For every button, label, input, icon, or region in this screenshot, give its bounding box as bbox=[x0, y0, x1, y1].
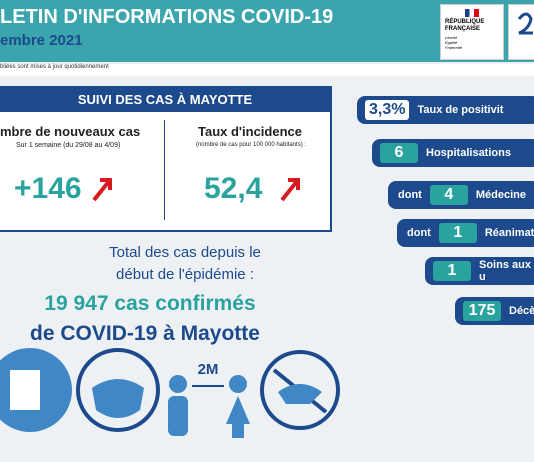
logo-motto: Liberté Égalité Fraternité bbox=[445, 35, 463, 50]
panel-title: SUIVI DES CAS À MAYOTTE bbox=[0, 88, 330, 112]
icon-distance bbox=[168, 375, 250, 438]
arrow-up bbox=[280, 178, 300, 202]
left-sub: Sur 1 semaine (du 29/08 au 4/09) bbox=[16, 142, 121, 149]
indicator-value: 3,3% bbox=[365, 100, 410, 120]
indicator: 6 Hospitalisations bbox=[372, 139, 534, 167]
prefix: dont bbox=[398, 189, 422, 201]
indicator: 1 Soins aux u bbox=[425, 257, 534, 285]
indicator-value: 175 bbox=[463, 301, 501, 321]
logo-mark bbox=[517, 12, 533, 35]
indicator-value: 4 bbox=[429, 185, 468, 205]
indicator-label: Médecine bbox=[475, 189, 526, 201]
indicator-label: Décè bbox=[509, 305, 534, 317]
indicator-value: 1 bbox=[438, 223, 477, 243]
indicator: 175 Décè bbox=[455, 297, 534, 325]
prefix: dont bbox=[407, 227, 431, 239]
indicator-label: Taux de positivit bbox=[417, 104, 504, 116]
icon-mask bbox=[76, 348, 160, 432]
logo: RÉPUBLIQUE FRANÇAISE Liberté Égalité Fra… bbox=[440, 4, 504, 60]
logo-2 bbox=[508, 4, 534, 60]
logo-name: RÉPUBLIQUE FRANÇAISE bbox=[445, 19, 485, 32]
title: LETIN D'INFORMATIONS COVID-19 bbox=[0, 6, 334, 28]
indicator-label: Soins aux u bbox=[479, 259, 531, 283]
icons: 2M bbox=[0, 348, 340, 438]
icon-no-handshake bbox=[260, 350, 340, 430]
right-sub: (nombre de cas pour 100 000 habitants) : bbox=[195, 142, 307, 148]
indicator: 3,3% Taux de positivit bbox=[357, 96, 534, 124]
indicator: dont 1 Réanimation bbox=[397, 219, 534, 247]
note: bliées sont mises à jour quotidiennement bbox=[0, 64, 534, 76]
right-value: 52,4 bbox=[204, 172, 263, 205]
indicator-value: 1 bbox=[433, 261, 471, 281]
left-value: +146 bbox=[14, 172, 82, 205]
indicator-label: Hospitalisations bbox=[426, 147, 511, 159]
arrow-up bbox=[92, 178, 112, 202]
divider bbox=[164, 120, 165, 220]
indicator-label: Réanimation bbox=[484, 227, 534, 239]
right-label: Taux d'incidence bbox=[198, 124, 302, 139]
total-count: 19 947 cas confirmés bbox=[44, 292, 256, 315]
indicator: dont 4 Médecine bbox=[388, 181, 534, 209]
left-label: mbre de nouveaux cas bbox=[0, 124, 141, 139]
date: embre 2021 bbox=[0, 32, 83, 49]
distance-label: 2M bbox=[198, 361, 219, 378]
total-intro: Total des cas depuis le début de l'épidé… bbox=[109, 244, 261, 283]
total-rest: de COVID-19 à Mayotte bbox=[30, 322, 260, 345]
indicator-value: 6 bbox=[380, 143, 418, 163]
